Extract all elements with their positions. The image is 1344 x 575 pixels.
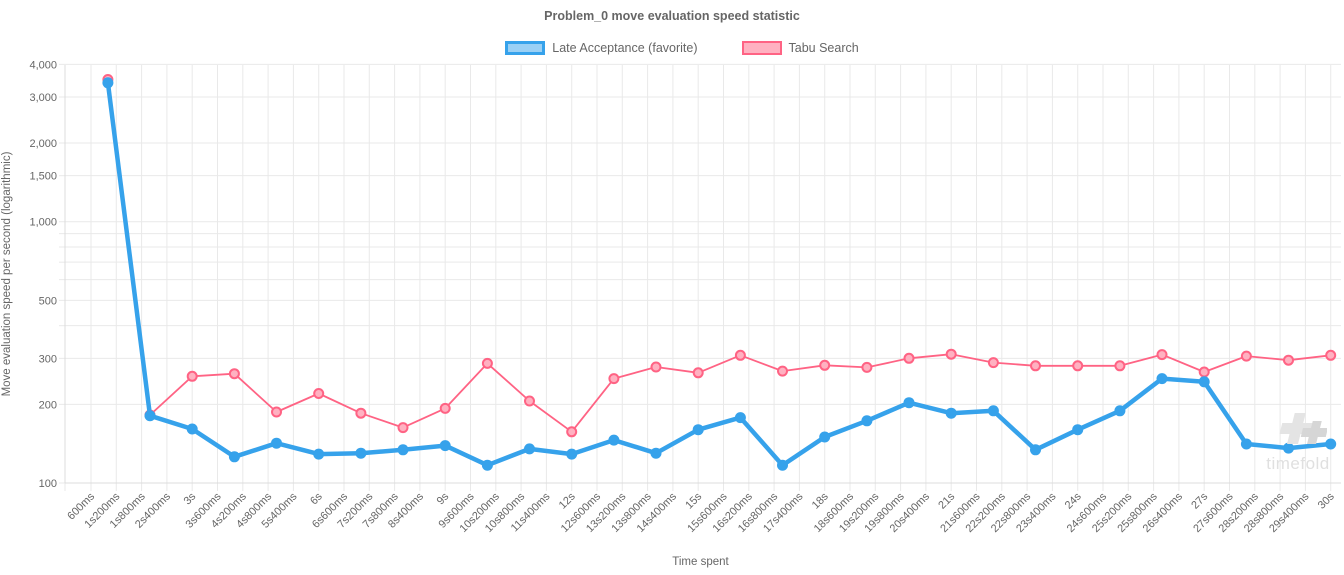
data-point-tabu-search[interactable] [1114, 360, 1126, 372]
x-tick-label: 30s [1316, 490, 1337, 511]
data-point-tabu-search[interactable] [608, 373, 620, 385]
data-point-late-acceptance-favorite[interactable] [1114, 405, 1126, 417]
data-point-late-acceptance-favorite[interactable] [734, 412, 746, 424]
data-point-late-acceptance-favorite[interactable] [186, 423, 198, 435]
data-point-tabu-search[interactable] [945, 348, 957, 360]
data-point-tabu-search[interactable] [186, 370, 198, 382]
x-tick-label: 15s [683, 490, 704, 511]
data-point-tabu-search[interactable] [1283, 354, 1294, 366]
data-point-tabu-search[interactable] [861, 361, 873, 373]
x-tick-label: 6s [308, 490, 325, 507]
y-tick-labels: 4,000 3,000 2,000 1,500 1,000 500 300 200 100 [29, 59, 57, 490]
data-point-tabu-search[interactable] [1030, 360, 1041, 372]
data-point-tabu-search[interactable] [903, 352, 915, 364]
data-point-tabu-search[interactable] [439, 402, 451, 414]
y-tick-label: 2,000 [29, 138, 57, 150]
data-point-tabu-search[interactable] [987, 357, 999, 369]
data-point-late-acceptance-favorite[interactable] [692, 424, 704, 436]
series-tabu-search [102, 74, 1337, 438]
data-point-late-acceptance-favorite[interactable] [313, 448, 325, 460]
series-late-acceptance-favorite [102, 77, 1337, 471]
data-point-late-acceptance-favorite[interactable] [102, 77, 114, 89]
data-point-tabu-search[interactable] [1240, 350, 1252, 362]
data-point-late-acceptance-favorite[interactable] [566, 448, 578, 460]
data-point-late-acceptance-favorite[interactable] [397, 444, 409, 456]
data-point-tabu-search[interactable] [1156, 349, 1168, 361]
data-point-tabu-search[interactable] [228, 368, 240, 380]
y-tick-label: 4,000 [29, 59, 57, 71]
data-point-late-acceptance-favorite[interactable] [987, 405, 999, 417]
legend-swatch-late-acceptance [505, 41, 546, 55]
data-point-tabu-search[interactable] [481, 357, 493, 369]
y-tick-label: 3,000 [29, 92, 57, 104]
data-point-late-acceptance-favorite[interactable] [1156, 373, 1168, 385]
data-point-late-acceptance-favorite[interactable] [355, 447, 367, 459]
data-point-late-acceptance-favorite[interactable] [1198, 376, 1210, 388]
legend-swatch-tabu-search [741, 41, 782, 55]
data-point-late-acceptance-favorite[interactable] [861, 415, 873, 427]
data-point-tabu-search[interactable] [650, 361, 662, 373]
x-tick-label: 27s [1189, 490, 1210, 511]
data-point-late-acceptance-favorite[interactable] [524, 443, 535, 455]
x-tick-label: 12s [557, 490, 578, 511]
data-point-late-acceptance-favorite[interactable] [650, 447, 662, 459]
data-point-late-acceptance-favorite[interactable] [1283, 442, 1294, 454]
chart-title: Problem_0 move evaluation speed statisti… [544, 9, 800, 23]
data-point-tabu-search[interactable] [566, 426, 578, 438]
data-point-tabu-search[interactable] [524, 395, 535, 407]
data-point-tabu-search[interactable] [355, 407, 367, 419]
data-point-tabu-search[interactable] [397, 422, 409, 434]
x-axis-title: Time spent [672, 556, 729, 568]
x-tick-label: 9s [435, 490, 452, 507]
x-tick-label: 3s [182, 490, 199, 507]
line-late-acceptance-favorite [105, 80, 1333, 468]
data-point-tabu-search[interactable] [1072, 360, 1084, 372]
legend-item-late-acceptance[interactable]: Late Acceptance (favorite) [505, 41, 698, 55]
y-tick-label: 300 [39, 353, 57, 365]
data-point-tabu-search[interactable] [819, 359, 831, 371]
x-tick-label: 21s [936, 490, 957, 511]
data-point-late-acceptance-favorite[interactable] [481, 459, 493, 471]
data-point-tabu-search[interactable] [313, 388, 325, 399]
y-axis-title: Move evaluation speed per second (logari… [1, 151, 13, 397]
data-point-late-acceptance-favorite[interactable] [1072, 424, 1084, 436]
data-point-late-acceptance-favorite[interactable] [1325, 438, 1337, 450]
data-point-late-acceptance-favorite[interactable] [1030, 444, 1041, 456]
y-tick-label: 1,000 [29, 217, 57, 229]
y-tick-label: 200 [39, 399, 57, 411]
data-point-tabu-search[interactable] [271, 406, 282, 418]
y-tick-label: 100 [39, 478, 57, 490]
data-point-tabu-search[interactable] [734, 349, 746, 361]
data-point-late-acceptance-favorite[interactable] [144, 410, 156, 422]
data-point-late-acceptance-favorite[interactable] [608, 434, 620, 446]
data-point-late-acceptance-favorite[interactable] [1240, 438, 1252, 450]
data-point-tabu-search[interactable] [777, 365, 788, 377]
data-point-late-acceptance-favorite[interactable] [903, 397, 915, 409]
legend-label-late-acceptance: Late Acceptance (favorite) [552, 41, 698, 55]
data-point-late-acceptance-favorite[interactable] [777, 459, 788, 471]
data-point-late-acceptance-favorite[interactable] [271, 437, 282, 449]
legend-item-tabu-search[interactable]: Tabu Search [741, 41, 859, 55]
y-tick-label: 500 [39, 295, 57, 307]
data-point-tabu-search[interactable] [1325, 349, 1337, 361]
data-point-tabu-search[interactable] [1198, 366, 1210, 378]
legend-label-tabu-search: Tabu Search [788, 41, 859, 55]
data-point-late-acceptance-favorite[interactable] [819, 431, 831, 443]
y-gridlines [59, 63, 1341, 484]
x-tick-label: 18s [810, 490, 831, 511]
data-point-tabu-search[interactable] [692, 367, 704, 379]
y-tick-label: 1,500 [29, 171, 57, 183]
x-tick-label: 24s [1063, 490, 1084, 511]
data-point-late-acceptance-favorite[interactable] [439, 440, 451, 452]
x-gridlines [64, 65, 1332, 491]
data-point-late-acceptance-favorite[interactable] [945, 407, 957, 419]
data-point-late-acceptance-favorite[interactable] [228, 451, 240, 463]
line-tabu-search [107, 78, 1332, 433]
legend: Late Acceptance (favorite) Tabu Search [10, 41, 1344, 55]
